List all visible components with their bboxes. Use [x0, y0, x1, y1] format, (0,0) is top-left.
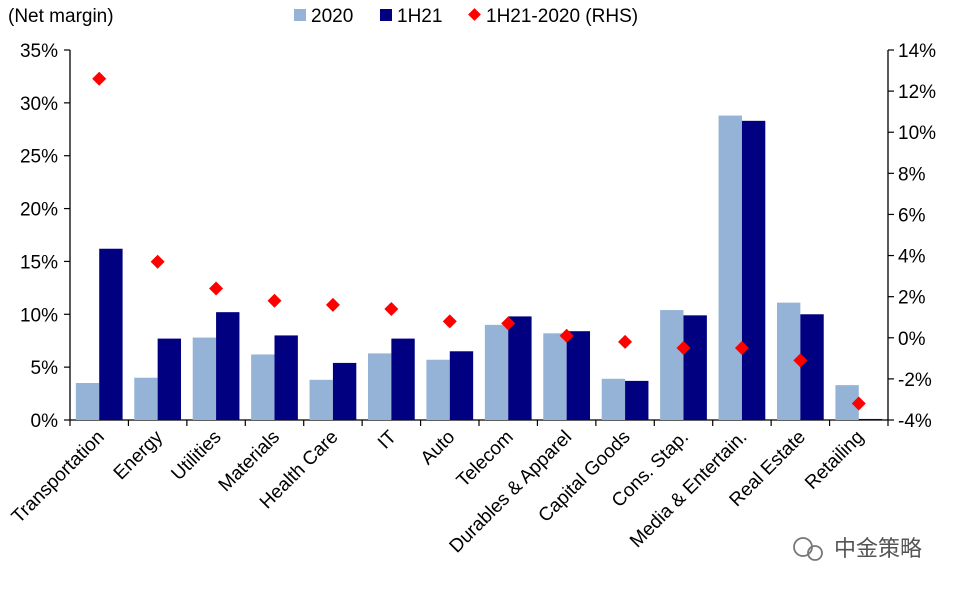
diff-marker	[676, 341, 691, 356]
category-label: Retailing	[801, 427, 868, 494]
left-tick-label: 30%	[20, 94, 58, 115]
bar-2020	[309, 379, 333, 420]
left-tick-label: 0%	[31, 411, 59, 432]
bar-1h21	[625, 380, 649, 420]
diff-marker	[267, 293, 282, 308]
diff-marker	[618, 334, 633, 349]
legend-label-2020: 2020	[311, 6, 353, 27]
watermark: 中金策略	[793, 536, 922, 561]
bar-2020	[776, 302, 801, 420]
watermark-text: 中金策略	[834, 536, 922, 561]
left-tick-label: 5%	[31, 358, 59, 379]
bar-2020	[484, 324, 509, 420]
bar-2020	[718, 115, 742, 421]
category-labels: Transportation Energy UtilitiesMaterialsHe…	[8, 426, 869, 557]
legend-swatch-1h21	[380, 9, 392, 21]
right-tick-label: 12%	[898, 82, 936, 103]
right-tick-label: 8%	[898, 164, 926, 185]
right-tick-label: 4%	[898, 247, 926, 268]
category-label: Transportation	[8, 427, 109, 528]
bar-1h21	[449, 351, 474, 420]
diff-marker	[325, 297, 340, 312]
bar-2020	[660, 310, 684, 420]
bar-1h21	[332, 362, 357, 420]
left-axis-ticks: 0% 5% 10% 15% 20% 25% 30% 35%	[20, 41, 70, 432]
diff-markers	[92, 71, 866, 411]
diff-marker	[793, 353, 808, 368]
diff-marker	[442, 314, 457, 329]
left-tick-label: 35%	[20, 41, 58, 62]
legend-swatch-2020	[294, 9, 306, 21]
right-tick-label: 10%	[898, 123, 936, 144]
diff-marker	[384, 302, 399, 316]
legend-label-diff: 1H21-2020 (RHS)	[486, 6, 638, 27]
bar-2020	[835, 385, 859, 420]
diff-marker	[501, 316, 516, 331]
diff-marker	[209, 281, 224, 296]
bars	[75, 115, 883, 421]
bar-2020	[251, 354, 275, 420]
right-tick-label: 6%	[898, 205, 926, 226]
right-tick-label: 2%	[898, 288, 926, 309]
bar-2020	[426, 359, 450, 420]
category-label: Utilities	[167, 427, 225, 485]
category-label: Energy	[110, 426, 168, 484]
bar-1h21	[858, 418, 883, 420]
legend-label-1h21: 1H21	[397, 6, 442, 27]
diff-marker	[734, 341, 749, 356]
bar-2020	[134, 377, 158, 420]
category-label: IT	[374, 426, 401, 453]
left-tick-label: 25%	[20, 147, 58, 168]
bar-1h21	[800, 314, 824, 420]
bar-1h21	[99, 248, 123, 420]
bar-2020	[543, 333, 567, 420]
bar-1h21	[274, 335, 298, 420]
category-label: Auto	[417, 427, 459, 469]
bar-1h21	[508, 316, 532, 420]
bar-1h21	[157, 338, 182, 420]
bar-1h21	[683, 315, 707, 420]
bar-2020	[75, 383, 100, 420]
legend-marker-diff	[468, 8, 481, 21]
legend: 2020 1H21 1H21-2020 (RHS)	[294, 6, 638, 27]
wechat-icon	[793, 537, 823, 561]
bar-1h21	[741, 120, 766, 420]
bar-1h21	[566, 331, 591, 420]
right-tick-label: 0%	[898, 329, 926, 350]
bar-2020	[367, 353, 392, 420]
bar-2020	[601, 378, 626, 420]
right-tick-label: -2%	[898, 370, 932, 391]
bar-1h21	[216, 312, 240, 420]
left-tick-label: 15%	[20, 252, 58, 273]
right-axis-ticks: -4% -2% 0% 2% 4% 6% 8% 10% 12% 14%	[888, 41, 936, 432]
bar-2020	[192, 337, 217, 420]
diff-marker	[559, 328, 574, 343]
left-tick-label: 10%	[20, 305, 58, 326]
bar-1h21	[391, 338, 415, 420]
right-tick-label: -4%	[898, 411, 932, 432]
y-axis-label: (Net margin)	[8, 6, 114, 27]
right-tick-label: 14%	[898, 41, 936, 62]
diff-marker	[150, 254, 165, 269]
diff-marker	[851, 396, 866, 411]
left-tick-label: 20%	[20, 200, 58, 221]
diff-marker	[92, 71, 107, 86]
